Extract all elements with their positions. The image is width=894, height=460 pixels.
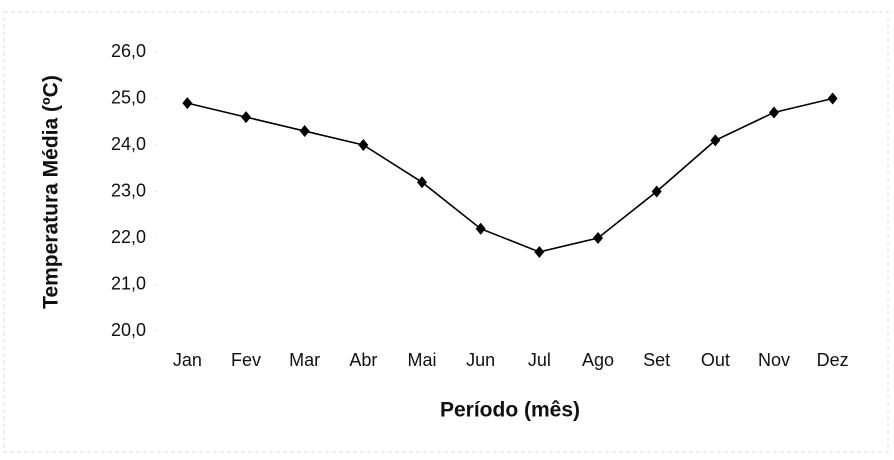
y-tick-label: 24,0 — [111, 134, 146, 154]
chart-border — [3, 11, 889, 453]
marker — [475, 222, 486, 235]
y-tick-label: 21,0 — [111, 273, 146, 293]
marker — [651, 185, 662, 198]
x-tick-label: Out — [701, 350, 730, 370]
marker — [769, 106, 779, 119]
x-tick-label: Jul — [528, 350, 551, 370]
x-tick-label: Ago — [582, 350, 614, 370]
x-tick-label: Mar — [289, 350, 320, 370]
x-axis-label: Período (mês) — [440, 399, 580, 422]
x-tick-label: Jan — [173, 350, 202, 370]
marker — [417, 176, 427, 189]
y-tick-label: 20,0 — [111, 320, 146, 340]
y-tick-label: 25,0 — [111, 87, 146, 107]
marker — [241, 111, 251, 124]
x-tick-label: Fev — [231, 350, 261, 370]
x-tick-label: Abr — [349, 350, 377, 370]
marker — [710, 134, 721, 147]
marker — [182, 97, 193, 110]
marker — [358, 139, 369, 151]
marker — [299, 125, 310, 138]
marker — [827, 92, 838, 105]
x-tick-label: Jun — [466, 350, 495, 370]
marker — [593, 232, 603, 244]
y-axis-label: Temperatura Média (ºC) — [40, 75, 63, 309]
x-tick-label: Set — [643, 350, 670, 370]
y-tick-label: 22,0 — [111, 227, 146, 247]
x-tick-label: Dez — [817, 350, 849, 370]
x-tick-label: Mai — [407, 350, 436, 370]
line — [187, 97, 833, 253]
marker — [534, 245, 545, 258]
x-tick-label: Nov — [758, 350, 790, 370]
y-tick-label: 23,0 — [111, 180, 146, 200]
y-tick-label: 26,0 — [111, 41, 146, 61]
